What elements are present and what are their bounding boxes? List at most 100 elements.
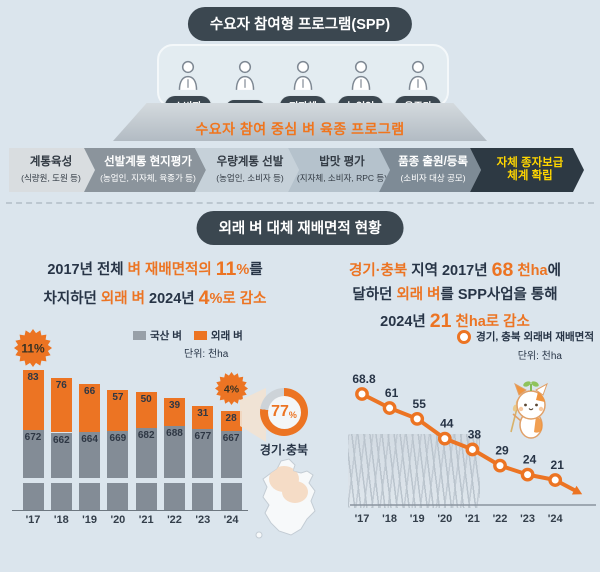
bar-stub-below-break xyxy=(192,483,214,510)
badge-2017-percent: 11% xyxy=(14,329,52,367)
bar-x-tick-label: '22 xyxy=(167,514,182,526)
donut-label: 경기·충북 xyxy=(259,443,309,457)
flow-step-6: 자체 종자보급 체계 확립 xyxy=(470,148,584,192)
line-x-tick-label: '17 xyxy=(355,513,370,525)
headline-line: 경기·충북 지역 2017년 68 천ha에 xyxy=(314,256,596,285)
data-point-value: 61 xyxy=(385,386,399,400)
podium-caption: 수요자 참여 중심 벼 육종 프로그램 xyxy=(195,121,405,137)
headline-text: 달하던 xyxy=(352,287,397,304)
headline-text: 경기·충북 xyxy=(349,263,412,279)
flow-step-5: 품종 출원/등록 (소비자 대상 공모) xyxy=(379,148,481,192)
headline-text: % xyxy=(236,262,250,278)
bar-x-tick-label: '19 xyxy=(82,514,98,526)
stakeholder-local-gov: 지자체 xyxy=(277,59,329,116)
bar-value-foreign: 31 xyxy=(197,408,209,420)
line-chart: 68.8 '17 61 '18 55 '19 44 '20 38 '21 29 '22 24 '23 21 '… xyxy=(348,372,598,532)
bar-stub-below-break xyxy=(220,483,242,510)
breeder-person-icon xyxy=(405,59,431,106)
data-point-marker xyxy=(437,431,452,446)
bar-segment-domestic xyxy=(192,428,214,478)
bar-value-domestic: 667 xyxy=(222,433,240,445)
flow-step-3: 우량계통 선발 (농업인, 소비자 등) xyxy=(195,148,299,192)
highlighted-region-gyeonggi-chungbuk xyxy=(269,466,308,503)
bar-chart-x-axis xyxy=(12,510,248,511)
data-point-marker xyxy=(410,411,425,426)
cat-mascot-illustration xyxy=(510,381,548,439)
headline-text: 외래 벼 xyxy=(396,287,441,304)
bar-value-foreign: 76 xyxy=(55,379,67,391)
flow-step-subtitle: (농업인, 지자체, 육종가 등) xyxy=(100,172,196,183)
bar-x-tick-label: '21 xyxy=(138,514,154,526)
bar-segment-foreign xyxy=(50,377,72,433)
flow-step-title: 자체 종자보급 체계 확립 xyxy=(496,156,564,182)
bar-value-domestic: 664 xyxy=(81,434,98,445)
bar-segment-foreign xyxy=(135,391,157,428)
headline-text: 2017년 전체 xyxy=(47,262,128,278)
stacked-bar-chart: 83 672 '17 76 662 '18 66 664 '19 57 669 '20 50 682 '21… xyxy=(12,329,256,536)
line-x-tick-label: '22 xyxy=(493,513,508,525)
data-point-marker xyxy=(355,387,369,401)
bar-x-tick-label: '18 xyxy=(53,514,69,526)
process-flow: 계통육성 (식량원, 도원 등) 선발계통 현지평가 (농업인, 지자체, 육종가 등… xyxy=(9,148,584,192)
bar-value-domestic: 669 xyxy=(109,432,127,444)
flow-step-1: 계통육성 (식량원, 도원 등) xyxy=(9,148,95,192)
headline-text: 천ha xyxy=(513,263,548,279)
data-point-value: 44 xyxy=(440,417,454,431)
badge-2024-percent: 4% xyxy=(214,371,248,405)
headline-text: 를 SPP사업을 통해 xyxy=(440,287,558,304)
headline-line: 2017년 전체 벼 재배면적의 11%를 xyxy=(8,255,302,284)
line-x-tick-label: '18 xyxy=(382,513,397,525)
line-legend-marker-icon xyxy=(457,329,472,344)
headline-key-number: 11 xyxy=(215,258,237,280)
flow-step-4: 밥맛 평가 (지자체, 소비자, RPC 등) xyxy=(288,148,390,192)
bar-segment-domestic xyxy=(22,430,44,478)
data-point-value: 68.8 xyxy=(352,372,376,386)
flow-step-title: 밥맛 평가 xyxy=(319,156,365,169)
bar-value-foreign: 50 xyxy=(140,393,152,405)
headline-text: 천ha로 감소 xyxy=(451,314,530,330)
flow-step-2: 선발계통 현지평가 (농업인, 지자체, 육종가 등) xyxy=(84,148,206,192)
bar-segment-foreign xyxy=(164,397,185,426)
legend-swatch-icon xyxy=(133,331,146,340)
bar-segment-domestic xyxy=(107,430,129,478)
headline-key-number: 21 xyxy=(429,310,452,332)
data-point-marker xyxy=(382,401,397,415)
bar-stub-below-break xyxy=(79,483,101,510)
left-headline: 2017년 전체 벼 재배면적의 11%를 차지하던 외래 벼 2024년 4%로… xyxy=(8,255,302,314)
headline-text: 2024년 xyxy=(149,291,199,308)
bar-segment-domestic xyxy=(135,427,157,478)
legend-label: 외래 벼 xyxy=(210,330,243,342)
flow-step-title: 품종 출원/등록 xyxy=(398,156,468,169)
consumer-person-icon xyxy=(175,59,201,106)
bar-stub-below-break xyxy=(107,483,129,510)
flow-step-subtitle: (소비자 대상 공모) xyxy=(400,172,466,183)
jeju-island xyxy=(255,531,263,539)
data-point-marker xyxy=(493,458,507,473)
bar-stub-below-break xyxy=(50,483,72,510)
section2-title: 외래 벼 대체 재배면적 현황 xyxy=(196,211,404,245)
data-point-marker xyxy=(548,473,563,487)
data-point-value: 24 xyxy=(523,453,537,467)
line-legend-label: 경기, 충북 외래벼 재배면적 xyxy=(476,331,594,343)
flow-step-title: 계통육성 xyxy=(29,156,73,169)
bar-chart-legend: 국산 벼 외래 벼 xyxy=(133,328,243,343)
headline-text: 벼 재배면적의 xyxy=(127,262,216,278)
data-point-value: 21 xyxy=(551,458,565,472)
bar-segment-foreign xyxy=(192,406,214,429)
line-chart-unit: 단위: 천ha xyxy=(517,351,562,362)
data-point-value: 29 xyxy=(495,444,509,458)
bar-segment-domestic xyxy=(220,431,242,478)
headline-text: 에 xyxy=(547,263,561,279)
stakeholder-consumer: 소비자 xyxy=(162,59,214,116)
stakeholder-rpc: RPC xyxy=(219,59,271,116)
bar-stub-below-break xyxy=(22,483,44,510)
bar-value-domestic: 662 xyxy=(52,434,70,446)
legend-item: 외래 벼 xyxy=(193,328,243,343)
stakeholder-breeder: 육종가 xyxy=(392,59,444,116)
local-gov-person-icon xyxy=(290,59,316,106)
bar-chart-unit: 단위: 천ha xyxy=(184,349,229,360)
headline-key-number: 4 xyxy=(198,287,210,310)
data-point-marker xyxy=(465,442,480,457)
